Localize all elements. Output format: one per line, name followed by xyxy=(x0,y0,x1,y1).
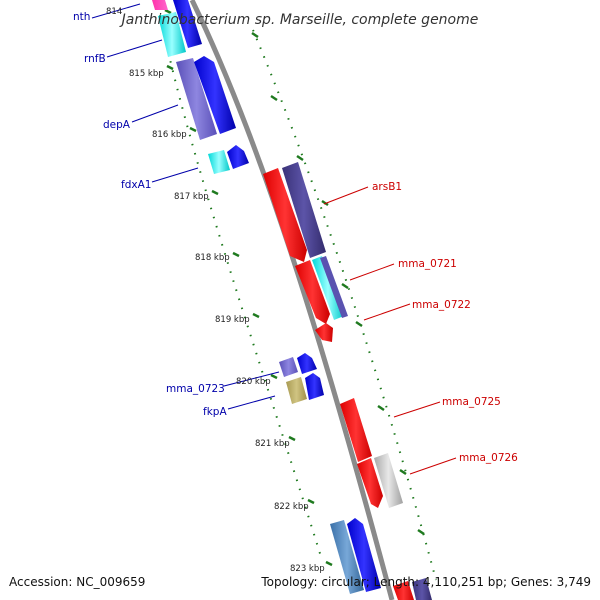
gene-blue-mma_0723[interactable] xyxy=(297,353,317,374)
kbp-label-814: 814 xyxy=(106,7,122,17)
reverse-gene-labels: arsB1 mma_0721 mma_0722 mma_0725 mma_072… xyxy=(372,181,518,464)
reverse-genes xyxy=(263,162,432,600)
gene-mma_0725[interactable] xyxy=(340,398,372,462)
kbp-label-823: 823 kbp xyxy=(290,564,325,574)
gene-mma_0722[interactable] xyxy=(315,323,333,342)
gene-red-bottom[interactable] xyxy=(393,581,414,600)
kbp-label-817: 817 kbp xyxy=(174,192,209,202)
gene-cyan-top[interactable] xyxy=(158,12,186,57)
gene-mma_0726[interactable] xyxy=(357,458,383,508)
kbp-label-821: 821 kbp xyxy=(255,439,290,449)
label-rnfB[interactable]: rnfB xyxy=(84,53,106,65)
label-mma_0721[interactable]: mma_0721 xyxy=(398,258,457,270)
label-fdxA1[interactable]: fdxA1 xyxy=(121,179,151,191)
label-nth[interactable]: nth xyxy=(73,11,90,23)
gene-gray-mma_0726[interactable] xyxy=(374,453,403,508)
label-mma_0722[interactable]: mma_0722 xyxy=(412,299,471,311)
kbp-label-819: 819 kbp xyxy=(215,315,250,325)
gene-blue-fkpA[interactable] xyxy=(305,373,324,400)
gene-pink[interactable] xyxy=(152,0,168,10)
label-depA[interactable]: depA xyxy=(103,119,131,131)
gene-steel-bottom[interactable] xyxy=(330,520,364,594)
gene-navy-bottom[interactable] xyxy=(412,578,432,600)
gene-cyan-mma_0721[interactable] xyxy=(312,256,344,320)
kbp-ticks xyxy=(164,8,333,567)
gene-mma_0721[interactable] xyxy=(295,260,330,324)
label-mma_0725[interactable]: mma_0725 xyxy=(442,396,501,408)
kbp-label-815: 815 kbp xyxy=(129,69,164,79)
gene-blue-bottom[interactable] xyxy=(347,518,381,592)
accession-text: Accession: NC_009659 xyxy=(9,575,145,589)
kbp-label-818: 818 kbp xyxy=(195,253,230,263)
gene-blue-top[interactable] xyxy=(173,0,202,48)
gene-arsB1[interactable] xyxy=(263,168,307,262)
gene-navy-arsB1[interactable] xyxy=(282,162,326,258)
kbp-labels: 814 815 kbp 816 kbp 817 kbp 818 kbp 819 … xyxy=(106,7,325,574)
right-track-dashes xyxy=(251,31,425,536)
genome-stats-text: Topology: circular; Length: 4,110,251 bp… xyxy=(260,575,591,589)
map-title: Janthinobacterium sp. Marseille, complet… xyxy=(119,12,479,28)
label-arsB1[interactable]: arsB1 xyxy=(372,181,402,193)
callout-lines xyxy=(91,3,457,475)
kbp-label-822: 822 kbp xyxy=(274,502,309,512)
dotted-track-left xyxy=(159,14,323,561)
forward-genes xyxy=(152,0,381,594)
gene-mma_0723[interactable] xyxy=(279,357,298,377)
label-mma_0726[interactable]: mma_0726 xyxy=(459,452,518,464)
kbp-label-820: 820 kbp xyxy=(236,377,271,387)
gene-blue-depA[interactable] xyxy=(194,56,236,134)
label-mma_0723[interactable]: mma_0723 xyxy=(166,383,225,395)
kbp-label-816: 816 kbp xyxy=(152,130,187,140)
gene-navy-strip-mma_0721[interactable] xyxy=(320,256,348,318)
gene-fkpA[interactable] xyxy=(286,377,307,404)
gene-blue-fdxA1[interactable] xyxy=(227,145,249,169)
forward-gene-labels: nth rnfB depA fdxA1 mma_0723 fkpA xyxy=(73,11,227,418)
label-fkpA[interactable]: fkpA xyxy=(203,406,227,418)
gene-fdxA1[interactable] xyxy=(208,150,230,174)
gene-depA[interactable] xyxy=(176,58,217,140)
